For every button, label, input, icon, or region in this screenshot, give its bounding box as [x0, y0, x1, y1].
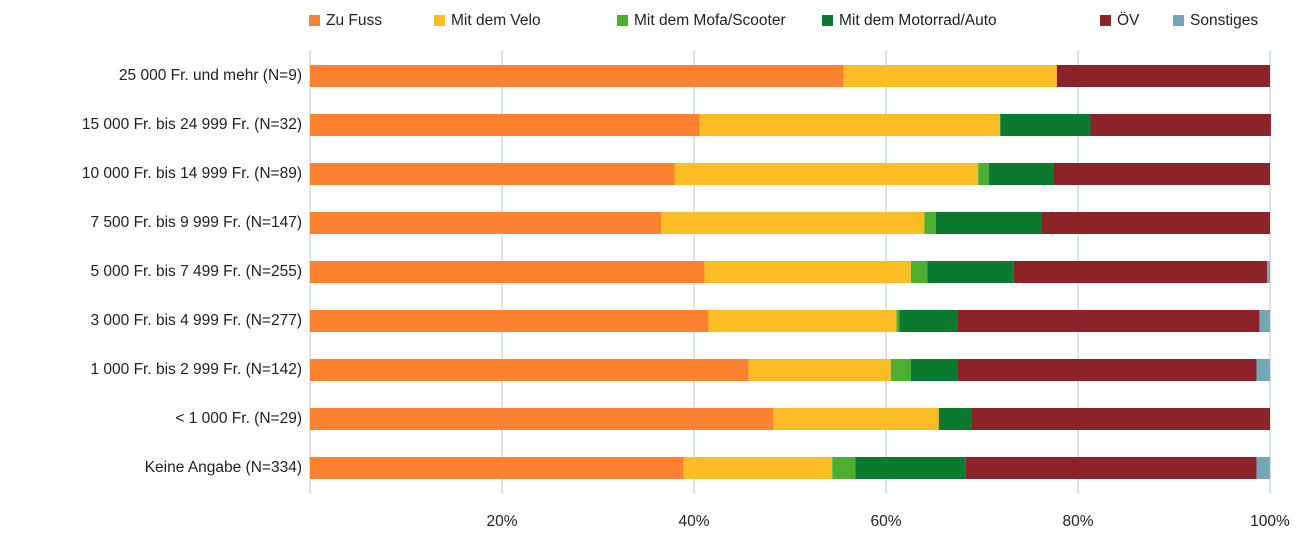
bar-segment: [958, 310, 1260, 332]
bar-segment: [310, 114, 700, 136]
bar-segment: [924, 212, 936, 234]
bar-segment: [310, 457, 684, 479]
legend-label: Mit dem Mofa/Scooter: [634, 12, 786, 29]
bar-segment: [748, 359, 891, 381]
bar-segment: [1056, 65, 1270, 87]
legend-swatch: [617, 15, 628, 26]
bar-segment: [978, 163, 989, 185]
bar-segment: [661, 212, 925, 234]
y-tick-label: 10 000 Fr. bis 14 999 Fr. (N=89): [82, 165, 302, 182]
y-tick-label: < 1 000 Fr. (N=29): [175, 410, 302, 427]
bar-segment: [958, 359, 1257, 381]
legend-swatch: [434, 15, 445, 26]
bar-segment: [310, 408, 774, 430]
legend-swatch: [309, 15, 320, 26]
x-tick-label: 40%: [678, 513, 709, 530]
bar-segment: [699, 114, 1001, 136]
legend-label: ÖV: [1117, 11, 1140, 29]
legend-label: Zu Fuss: [326, 12, 382, 29]
bar-segment: [971, 408, 1270, 430]
bar-segment: [890, 359, 911, 381]
bar-segment: [1054, 163, 1270, 185]
bar-segment: [310, 359, 749, 381]
bar-segment: [674, 163, 979, 185]
bar-segment: [1013, 261, 1268, 283]
y-tick-label: 1 000 Fr. bis 2 999 Fr. (N=142): [90, 361, 302, 378]
bar-segment: [1267, 261, 1270, 283]
bar-segment: [1259, 310, 1270, 332]
bar-segment: [310, 310, 709, 332]
bar-segment: [310, 65, 844, 87]
bar-segment: [843, 65, 1057, 87]
x-tick-label: 100%: [1250, 513, 1290, 530]
bar-segment: [855, 457, 966, 479]
bar-segment: [708, 310, 897, 332]
legend-label: Sonstiges: [1190, 12, 1258, 29]
bar-segment: [899, 310, 958, 332]
x-tick-label: 20%: [486, 513, 517, 530]
bar-segment: [927, 261, 1014, 283]
bar-segment: [988, 163, 1054, 185]
bar-segment: [310, 212, 662, 234]
legend-swatch: [822, 15, 833, 26]
y-tick-label: 3 000 Fr. bis 4 999 Fr. (N=277): [90, 312, 302, 329]
bar-segment: [310, 261, 705, 283]
y-tick-label: 5 000 Fr. bis 7 499 Fr. (N=255): [90, 263, 302, 280]
bar-segment: [1256, 457, 1270, 479]
y-tick-label: 25 000 Fr. und mehr (N=9): [119, 67, 302, 84]
y-tick-label: Keine Angabe (N=334): [145, 459, 302, 476]
bar-segment: [965, 457, 1257, 479]
bar-segment: [773, 408, 939, 430]
legend-swatch: [1173, 15, 1184, 26]
y-tick-label: 7 500 Fr. bis 9 999 Fr. (N=147): [90, 214, 302, 231]
bar-segment: [938, 408, 972, 430]
legend-label: Mit dem Velo: [451, 12, 541, 29]
y-tick-label: 15 000 Fr. bis 24 999 Fr. (N=32): [82, 116, 302, 133]
bar-segment: [1000, 114, 1091, 136]
bar-segment: [1256, 359, 1270, 381]
bar-segment: [310, 163, 675, 185]
legend-swatch: [1100, 15, 1111, 26]
bar-segment: [910, 359, 958, 381]
bar-segment: [935, 212, 1042, 234]
legend-label: Mit dem Motorrad/Auto: [839, 12, 997, 29]
bar-segment: [832, 457, 856, 479]
bar-segment: [1041, 212, 1270, 234]
x-tick-label: 60%: [870, 513, 901, 530]
bar-segment: [704, 261, 911, 283]
x-tick-label: 80%: [1062, 513, 1093, 530]
bar-segment: [896, 310, 900, 332]
bar-segment: [683, 457, 833, 479]
bar-segment: [910, 261, 928, 283]
bar-segment: [1090, 114, 1271, 136]
